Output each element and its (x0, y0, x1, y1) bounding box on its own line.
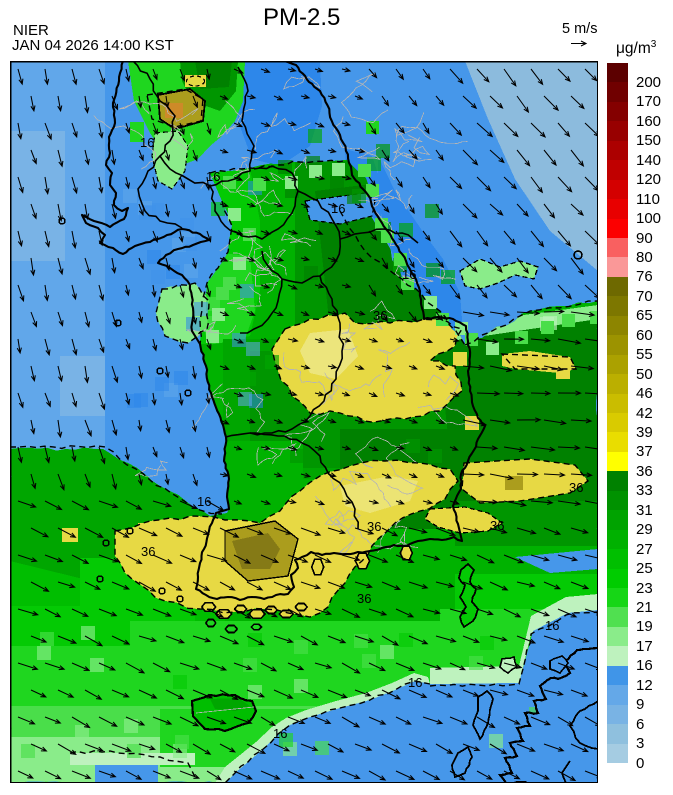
svg-text:16: 16 (140, 135, 154, 150)
svg-text:16: 16 (402, 267, 416, 282)
svg-text:36: 36 (490, 518, 504, 533)
svg-text:36: 36 (367, 519, 381, 534)
svg-text:16: 16 (273, 726, 287, 741)
svg-text:36: 36 (357, 591, 371, 606)
svg-text:16: 16 (206, 169, 220, 184)
svg-text:16: 16 (545, 618, 559, 633)
svg-text:16: 16 (408, 675, 422, 690)
svg-text:36: 36 (373, 308, 387, 323)
svg-text:16: 16 (197, 494, 211, 509)
svg-text:36: 36 (569, 480, 583, 495)
svg-text:36: 36 (141, 544, 155, 559)
